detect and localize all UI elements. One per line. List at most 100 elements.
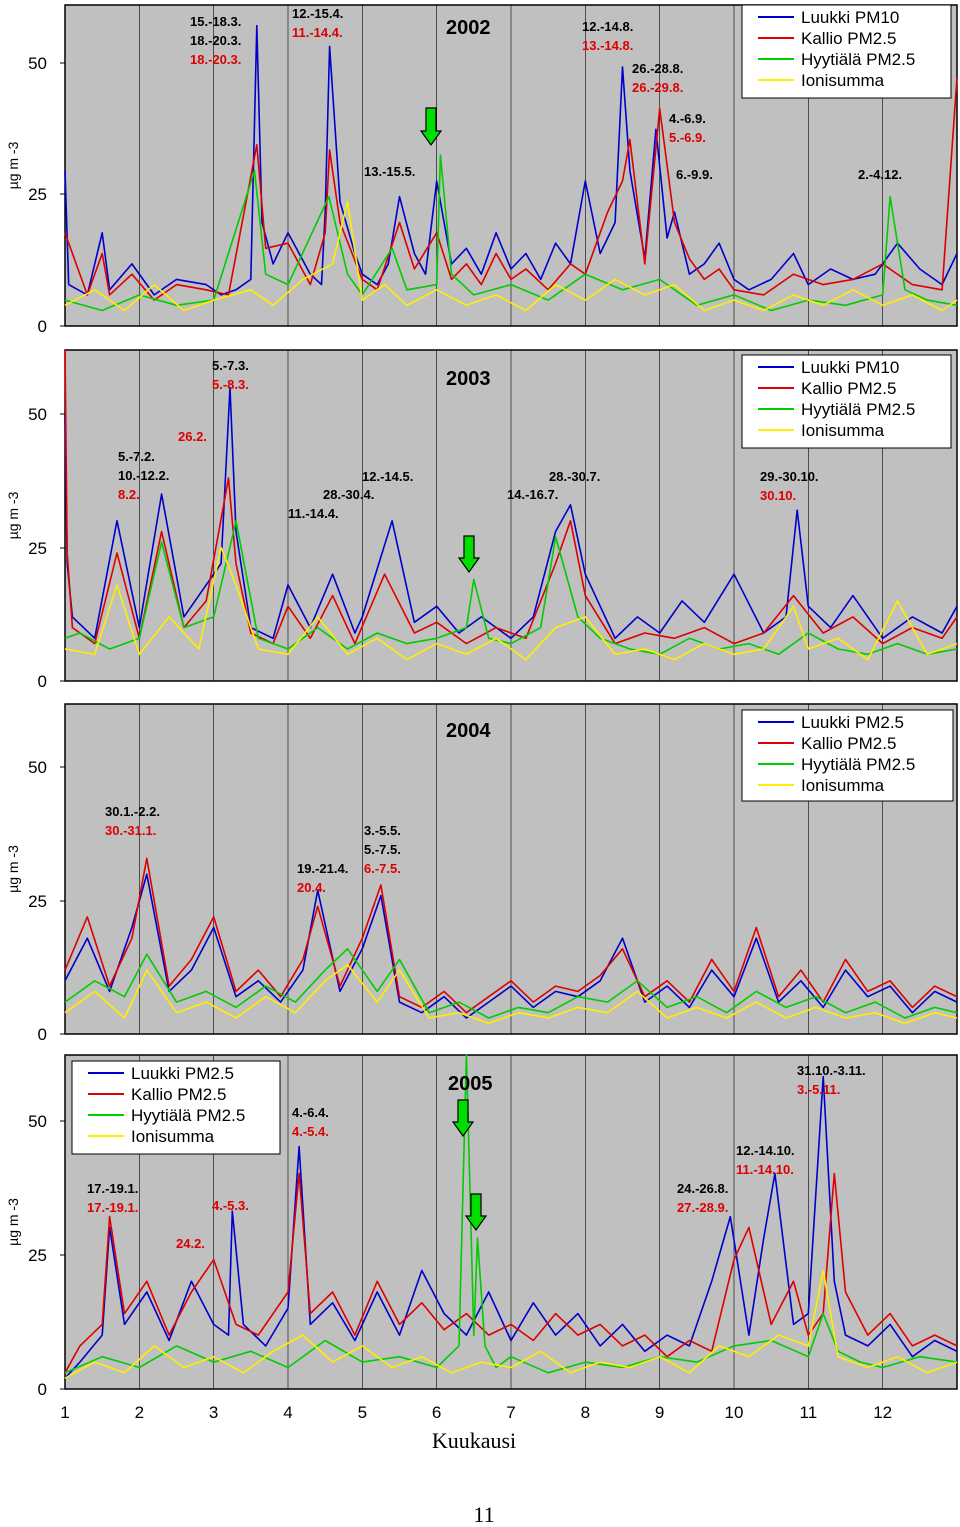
x-tick-label: 8 (581, 1403, 590, 1422)
y-tick-label: 25 (28, 1246, 47, 1265)
event-annotation: 18.-20.3. (190, 52, 241, 67)
arrow-down-icon (419, 107, 443, 147)
legend-entry: Luukki PM2.5 (801, 713, 904, 732)
chart-2003: 0 25 50 µg m -3 2003 Luukki PM10 Kallio PM2.5 H… (5, 349, 958, 691)
x-tick-label: 3 (209, 1403, 218, 1422)
page-number: 11 (473, 1502, 494, 1527)
event-annotation: 5.-7.5. (364, 842, 401, 857)
x-tick-label: 10 (725, 1403, 744, 1422)
y-tick-label: 50 (28, 1112, 47, 1131)
event-annotation: 4.-5.3. (212, 1198, 249, 1213)
legend-entry: Kallio PM2.5 (131, 1085, 226, 1104)
x-tick-label: 1 (60, 1403, 69, 1422)
event-annotation: 10.-12.2. (118, 468, 169, 483)
chart-2002: 0 25 50 µg m -3 2002 Luukki PM10 Kallio PM2.5 H… (5, 4, 958, 336)
x-tick-label: 11 (800, 1403, 818, 1422)
event-annotation: 17.-19.1. (87, 1200, 138, 1215)
legend-entry: Hyytiälä PM2.5 (801, 755, 915, 774)
series-line-hyyti-l-pm2-5 (64, 154, 958, 312)
x-axis-label: Kuukausi (432, 1428, 516, 1453)
series-line-kallio-pm2-5 (64, 349, 958, 645)
x-tick-label: 4 (283, 1403, 292, 1422)
series-line-luukki-pm2-5 (64, 1075, 958, 1379)
event-annotation: 20.4. (297, 880, 326, 895)
event-annotation: 4.-6.4. (292, 1105, 329, 1120)
series-line-hyyti-l-pm2-5 (64, 947, 958, 1019)
chart-2004: 0 25 50 µg m -3 2004 Luukki PM2.5 Kallio PM2.5… (5, 703, 958, 1044)
event-annotation: 28.-30.7. (549, 469, 600, 484)
event-annotation: 13.-14.8. (582, 38, 633, 53)
event-annotation: 14.-16.7. (507, 487, 558, 502)
event-annotation: 6.-9.9. (676, 167, 713, 182)
event-annotation: 30.10. (760, 488, 796, 503)
y-axis-label: µg m -3 (5, 845, 21, 893)
legend-entry: Ionisumma (801, 71, 885, 90)
legend-entry: Ionisumma (801, 776, 885, 795)
event-annotation: 26.-29.8. (632, 80, 683, 95)
y-axis-label: µg m -3 (5, 141, 21, 189)
event-annotation: 13.-15.5. (364, 164, 415, 179)
arrow-down-icon (457, 535, 481, 574)
legend-entry: Hyytiälä PM2.5 (801, 50, 915, 69)
legend-entry: Hyytiälä PM2.5 (801, 400, 915, 419)
arrow-down-icon (451, 1099, 475, 1138)
series-line-luukki-pm10 (64, 386, 958, 640)
y-tick-label: 0 (38, 317, 47, 336)
event-annotation: 3.-5.11. (797, 1082, 840, 1097)
event-annotation: 26.2. (178, 429, 207, 444)
series-line-hyyti-l-pm2-5 (64, 519, 958, 656)
y-tick-label: 50 (28, 54, 47, 73)
x-tick-label: 5 (358, 1403, 367, 1422)
legend-entry: Luukki PM10 (801, 8, 899, 27)
event-annotation: 5.-7.3. (212, 358, 249, 373)
event-annotation: 30.1.-2.2. (105, 804, 160, 819)
y-axis-label: µg m -3 (5, 1198, 21, 1246)
event-annotation: 29.-30.10. (760, 469, 819, 484)
event-annotation: 30.-31.1. (105, 823, 156, 838)
legend-entry: Hyytiälä PM2.5 (131, 1106, 245, 1125)
legend-box (741, 4, 952, 99)
series-line-luukki-pm2-5 (64, 873, 958, 1019)
year-label: 2004 (446, 720, 491, 742)
legend-entry: Kallio PM2.5 (801, 734, 896, 753)
event-annotation: 3.-5.5. (364, 823, 401, 838)
event-annotation: 12.-14.5. (362, 469, 413, 484)
series-line-kallio-pm2-5 (64, 77, 958, 301)
year-label: 2002 (446, 17, 491, 39)
event-annotation: 6.-7.5. (364, 861, 401, 876)
series-line-hyyti-l-pm2-5 (64, 1054, 958, 1374)
event-annotation: 5.-7.2. (118, 449, 155, 464)
legend-entry: Kallio PM2.5 (801, 29, 896, 48)
legend-entry: Luukki PM2.5 (131, 1064, 234, 1083)
x-tick-label: 2 (135, 1403, 144, 1422)
y-axis-label: µg m -3 (5, 491, 21, 539)
series-line-ionisumma (64, 963, 958, 1025)
event-annotation: 5.-8.3. (212, 377, 249, 392)
y-tick-label: 0 (38, 1025, 47, 1044)
event-annotation: 24.-26.8. (677, 1181, 728, 1196)
event-annotation: 28.-30.4. (323, 487, 374, 502)
event-annotation: 19.-21.4. (297, 861, 348, 876)
legend-entry: Ionisumma (131, 1127, 215, 1146)
legend-box (71, 1060, 281, 1155)
event-annotation: 12.-14.10. (736, 1143, 795, 1158)
event-annotation: 8.2. (118, 487, 140, 502)
series-line-kallio-pm2-5 (64, 1172, 958, 1374)
legend-entry: Ionisumma (801, 421, 885, 440)
x-tick-label: 6 (432, 1403, 441, 1422)
y-tick-label: 0 (38, 672, 47, 691)
event-annotation: 18.-20.3. (190, 33, 241, 48)
legend-entry: Kallio PM2.5 (801, 379, 896, 398)
event-annotation: 11.-14.4. (292, 25, 343, 40)
y-tick-label: 25 (28, 185, 47, 204)
legend-entry: Luukki PM10 (801, 358, 899, 377)
y-tick-label: 0 (38, 1380, 47, 1399)
event-annotation: 24.2. (176, 1236, 205, 1251)
series-line-kallio-pm2-5 (64, 857, 958, 1014)
x-tick-label: 12 (873, 1403, 892, 1422)
event-annotation: 4.-6.9. (669, 111, 706, 126)
series-line-luukki-pm10 (64, 24, 958, 296)
event-annotation: 2.-4.12. (858, 167, 902, 182)
series-line-ionisumma (64, 1269, 958, 1379)
